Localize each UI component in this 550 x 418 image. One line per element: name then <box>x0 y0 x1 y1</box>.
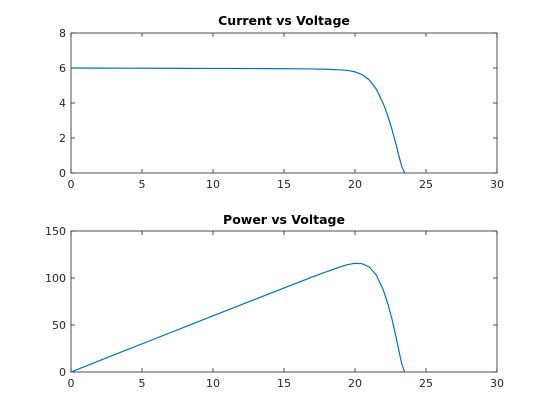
current-vs-voltage-x-tick-label-2: 10 <box>206 178 220 191</box>
power-vs-voltage-tick-labels: 0 5 10 15 20 25 30 0 50 100 150 <box>45 225 504 390</box>
power-vs-voltage-x-tick-label-0: 0 <box>68 377 75 390</box>
power-vs-voltage-plot: Power vs Voltage 0 5 10 15 20 25 30 0 50 100 150 <box>45 212 504 390</box>
power-vs-voltage-x-tick-label-1: 5 <box>139 377 146 390</box>
current-vs-voltage-ticks <box>70 32 498 174</box>
current-vs-voltage-y-tick-label-1: 2 <box>59 132 66 145</box>
current-vs-voltage-tick-labels: 0 5 10 15 20 25 30 0 2 4 6 8 <box>59 27 504 191</box>
current-vs-voltage-x-tick-label-0: 0 <box>68 178 75 191</box>
current-vs-voltage-x-tick-label-4: 20 <box>348 178 362 191</box>
power-vs-voltage-series-line-0 <box>70 262 406 373</box>
power-vs-voltage-x-tick-label-2: 10 <box>206 377 220 390</box>
power-vs-voltage-x-tick-label-4: 20 <box>348 377 362 390</box>
current-vs-voltage-y-tick-label-0: 0 <box>59 167 66 180</box>
current-vs-voltage-y-tick-label-2: 4 <box>59 97 66 110</box>
power-vs-voltage-title: Power vs Voltage <box>223 212 345 227</box>
power-vs-voltage-x-tick-label-3: 15 <box>277 377 291 390</box>
current-vs-voltage-y-tick-label-4: 8 <box>59 27 66 40</box>
current-vs-voltage-y-tick-label-3: 6 <box>59 62 66 75</box>
current-vs-voltage-axes-frame <box>70 32 498 174</box>
current-vs-voltage-x-tick-label-5: 25 <box>419 178 433 191</box>
current-vs-voltage-x-tick-label-1: 5 <box>139 178 146 191</box>
power-vs-voltage-y-tick-label-0: 0 <box>59 366 66 379</box>
power-vs-voltage-y-tick-label-3: 150 <box>45 225 66 238</box>
power-vs-voltage-x-tick-label-5: 25 <box>419 377 433 390</box>
current-vs-voltage-x-tick-label-3: 15 <box>277 178 291 191</box>
power-vs-voltage-x-tick-label-6: 30 <box>490 377 504 390</box>
power-vs-voltage-y-tick-label-1: 50 <box>52 319 66 332</box>
power-vs-voltage-ticks <box>70 230 498 373</box>
current-vs-voltage-x-tick-label-6: 30 <box>490 178 504 191</box>
current-vs-voltage-series <box>70 67 406 174</box>
current-vs-voltage-title: Current vs Voltage <box>218 13 350 28</box>
current-vs-voltage-series-line-0 <box>70 67 406 174</box>
current-vs-voltage-plot: Current vs Voltage 0 5 10 15 20 25 30 0 2 4 6 8 <box>59 13 504 191</box>
power-vs-voltage-axes-frame <box>70 230 498 373</box>
power-vs-voltage-y-tick-label-2: 100 <box>45 272 66 285</box>
power-vs-voltage-series <box>70 262 406 373</box>
